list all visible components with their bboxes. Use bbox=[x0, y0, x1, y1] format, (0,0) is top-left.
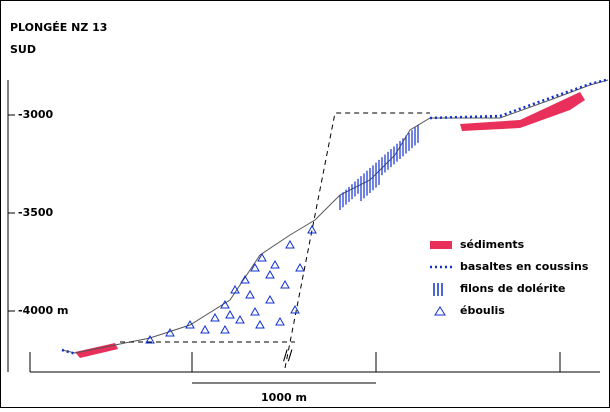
scree bbox=[235, 314, 245, 324]
scree bbox=[225, 309, 235, 319]
scree bbox=[285, 239, 295, 249]
scree bbox=[295, 262, 305, 272]
seafloor-line bbox=[61, 79, 609, 354]
legend-swatch bbox=[433, 283, 443, 296]
legend-label: sédiments bbox=[460, 238, 525, 251]
scree bbox=[270, 259, 280, 269]
subtitle: SUD bbox=[10, 43, 36, 56]
scree bbox=[250, 262, 260, 272]
scree bbox=[265, 294, 275, 304]
depth-label: -4000 m bbox=[18, 304, 68, 317]
depth-label: -3500 bbox=[18, 206, 54, 219]
scree bbox=[245, 289, 255, 299]
scree bbox=[210, 312, 220, 322]
axes bbox=[7, 80, 600, 384]
scale-label: 1000 m bbox=[261, 391, 307, 404]
depth-label: -3000 bbox=[18, 108, 54, 121]
scree bbox=[275, 316, 285, 326]
title: PLONGÉE NZ 13 bbox=[10, 21, 107, 34]
scree bbox=[200, 324, 210, 334]
legend-label: basaltes en coussins bbox=[460, 260, 589, 273]
scree bbox=[265, 269, 275, 279]
scree bbox=[220, 299, 230, 309]
profile: // bbox=[61, 78, 609, 369]
sediment bbox=[460, 92, 585, 131]
fault-symbol: // bbox=[283, 348, 293, 364]
scree bbox=[250, 306, 260, 316]
scree bbox=[257, 252, 267, 262]
scree bbox=[255, 319, 265, 329]
scree bbox=[290, 304, 300, 314]
scree bbox=[280, 279, 290, 289]
legend-label: éboulis bbox=[460, 304, 505, 317]
scree bbox=[145, 334, 155, 344]
scree bbox=[307, 224, 317, 234]
scree bbox=[220, 324, 230, 334]
legend: sédiments basaltes en coussins filons de… bbox=[430, 238, 589, 317]
scree bbox=[230, 284, 240, 294]
legend-label: filons de dolérite bbox=[460, 282, 565, 295]
legend-swatch bbox=[434, 306, 446, 316]
scree bbox=[185, 319, 195, 329]
pillow-basalt bbox=[429, 78, 607, 120]
legend-swatch bbox=[430, 241, 452, 249]
scree bbox=[165, 327, 175, 337]
scree bbox=[240, 274, 250, 284]
